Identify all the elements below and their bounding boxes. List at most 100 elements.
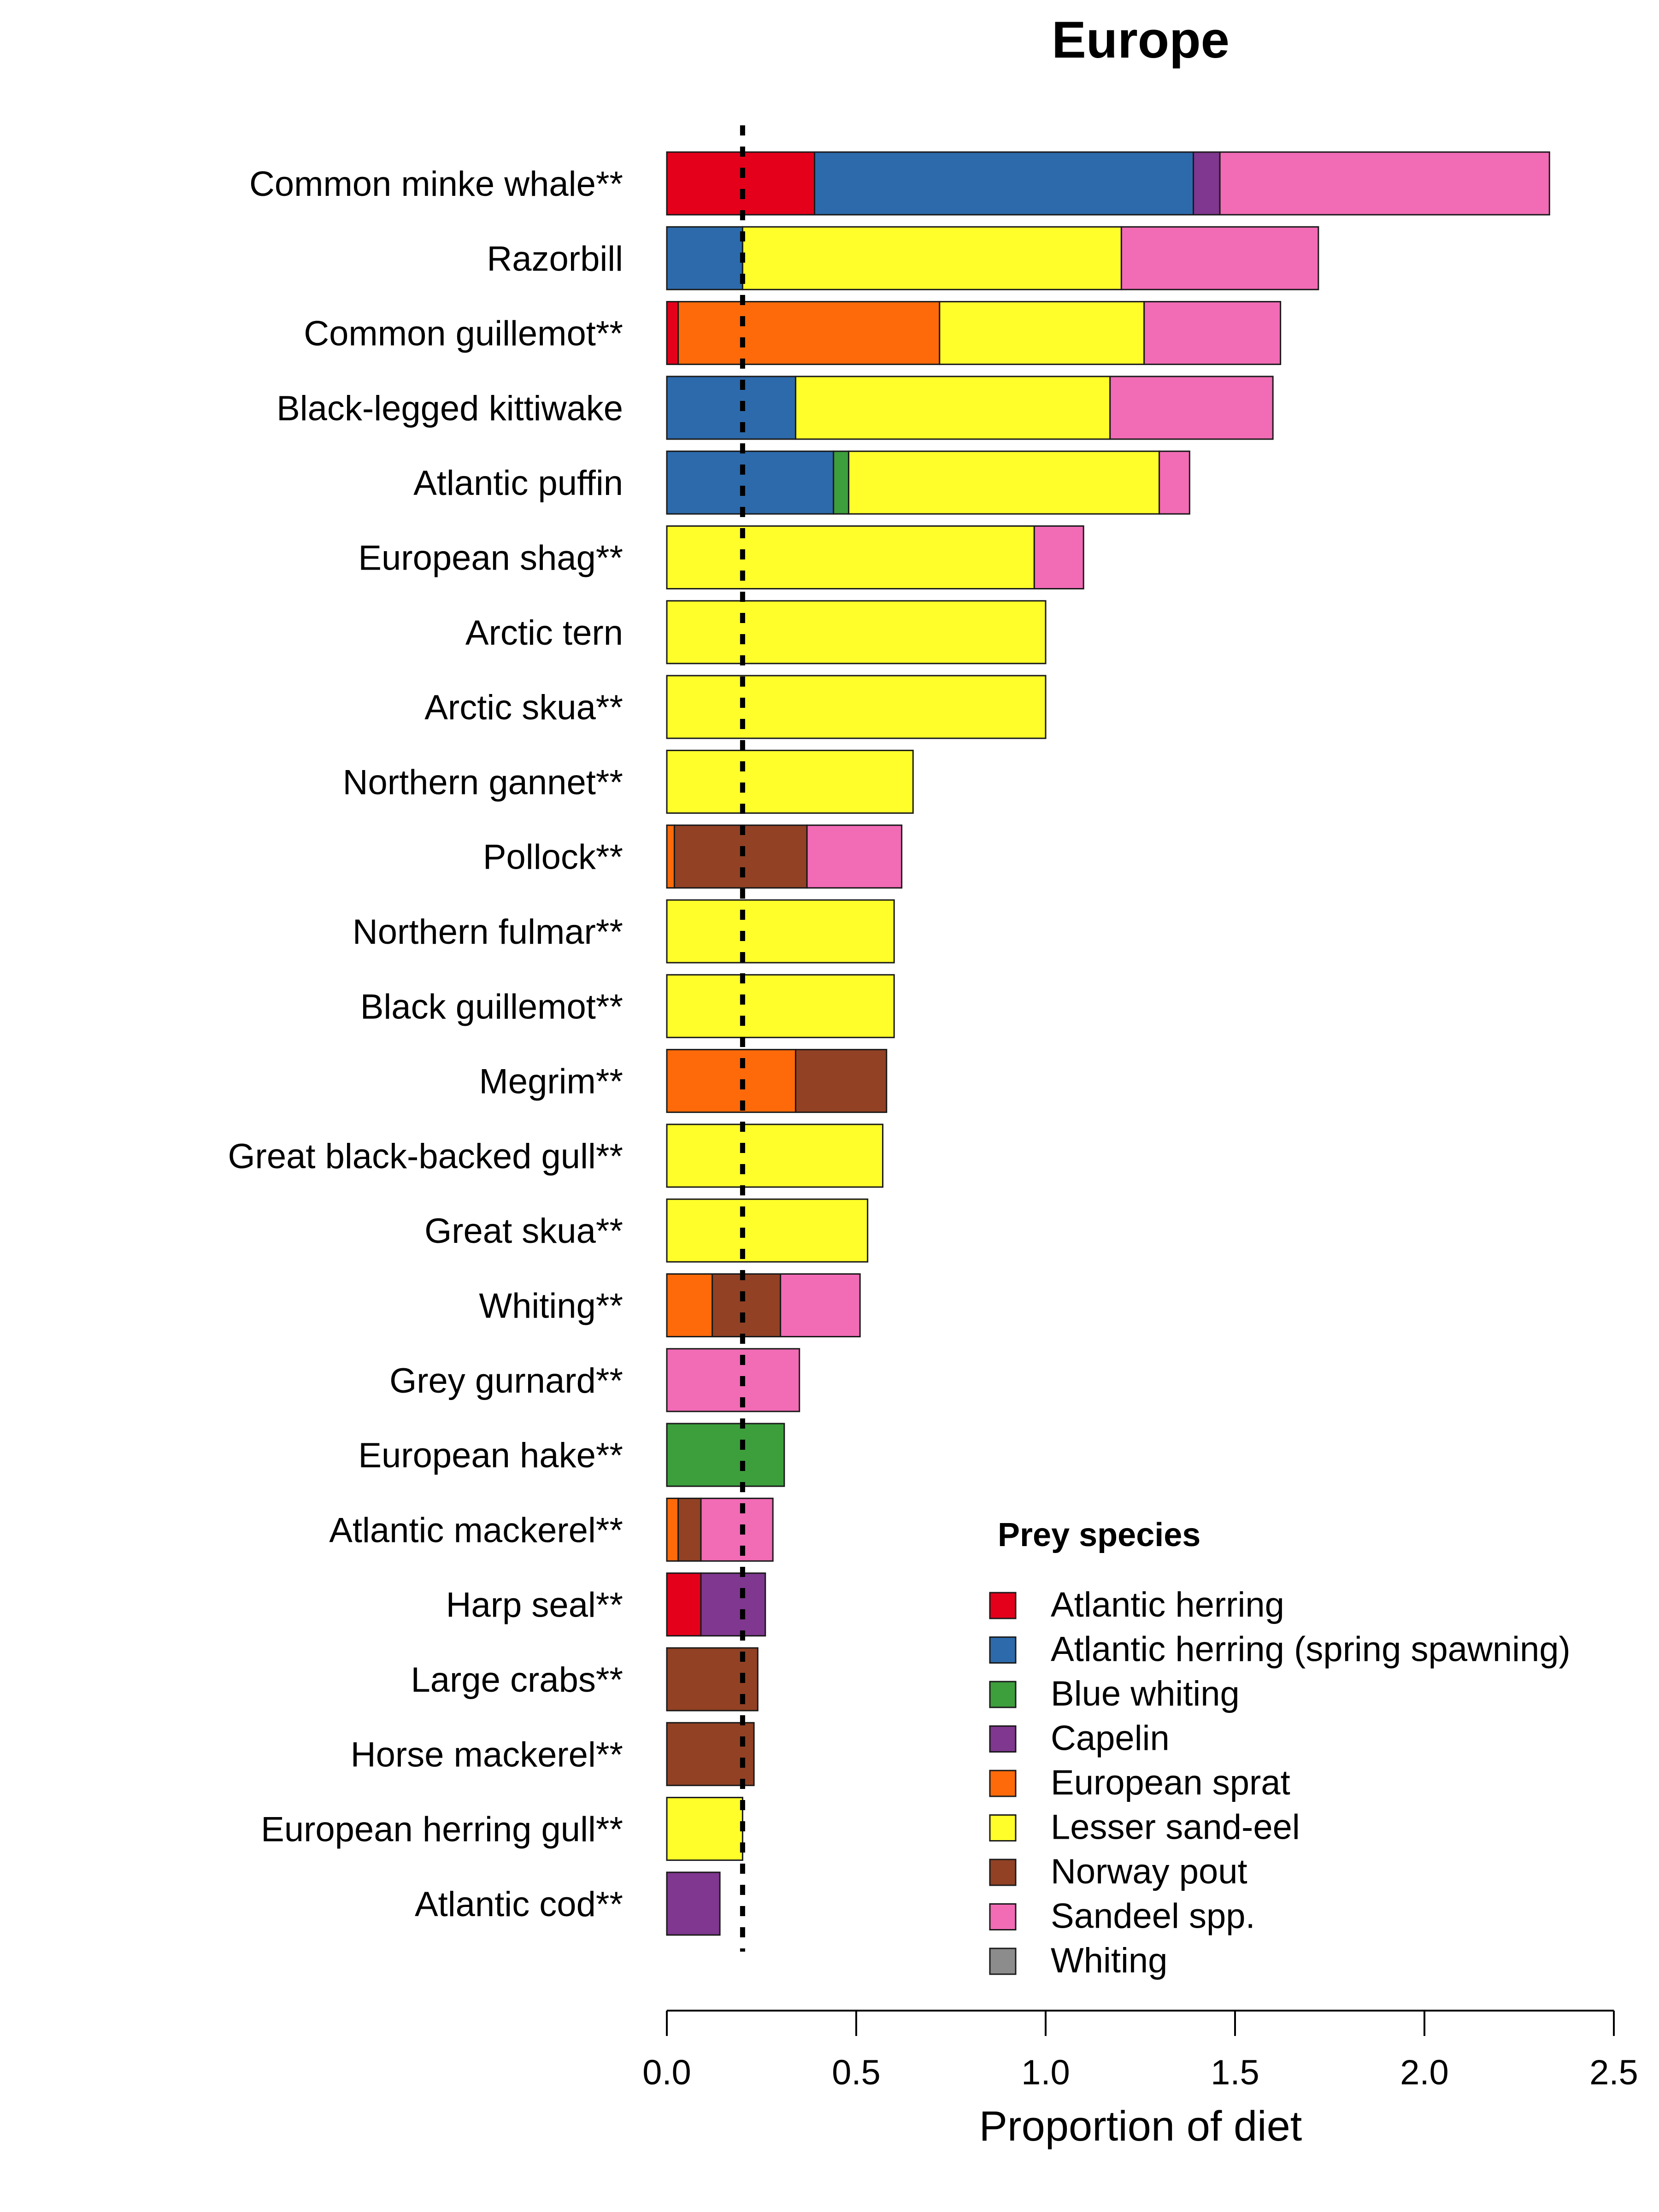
category-labels: Common minke whale** Razorbill Common guil… (228, 165, 623, 1924)
legend-swatch-3 (989, 1725, 1017, 1753)
bar-segment-12-4 (666, 1049, 796, 1113)
bar-segment-11-5 (666, 974, 895, 1038)
bar-segment-3-7 (1109, 376, 1274, 440)
bar-segment-2-4 (677, 301, 941, 365)
bar-segment-2-7 (1143, 301, 1282, 365)
legend-title: Prey species (998, 1517, 1200, 1553)
category-label-16: Grey gurnard** (389, 1361, 623, 1400)
chart-title: Europe (1052, 11, 1230, 69)
category-label-6: Arctic tern (465, 613, 623, 653)
legend-label-7: Sandeel spp. (1051, 1897, 1255, 1936)
category-label-20: Large crabs** (411, 1660, 624, 1700)
bar-segment-2-5 (939, 301, 1145, 365)
bar-segment-4-1 (666, 450, 835, 515)
legend-label-2: Blue whiting (1051, 1674, 1240, 1713)
category-label-19: Harp seal** (446, 1586, 623, 1625)
category-label-7: Arctic skua** (424, 688, 623, 727)
bar-segment-15-6 (712, 1273, 782, 1337)
bar-segment-18-6 (677, 1497, 702, 1562)
bar-segment-21-6 (666, 1722, 755, 1786)
bar-segment-0-1 (814, 151, 1194, 216)
bar-segment-12-6 (794, 1049, 888, 1113)
x-tick-label-2: 1.0 (1021, 2053, 1070, 2092)
bar-segment-17-2 (666, 1423, 785, 1487)
x-axis: 0.0 0.5 1.0 1.5 2.0 2.5 (642, 2010, 1638, 2092)
category-label-10: Northern fulmar** (353, 912, 623, 952)
legend: Prey species Atlantic herring Atlantic he… (989, 1517, 1571, 1980)
bar-segment-16-7 (666, 1348, 800, 1412)
legend-swatch-1 (989, 1636, 1017, 1664)
bar-segment-5-7 (1033, 525, 1084, 589)
bar-segment-14-5 (666, 1198, 869, 1263)
category-label-17: European hake** (358, 1436, 623, 1475)
category-label-0: Common minke whale** (249, 165, 623, 204)
bar-segment-23-3 (666, 1871, 721, 1936)
category-label-2: Common guillemot** (304, 314, 623, 353)
legend-swatch-6 (989, 1859, 1017, 1886)
legend-swatch-0 (989, 1592, 1017, 1619)
category-label-14: Great skua** (424, 1212, 623, 1251)
bar-segment-4-2 (833, 450, 850, 515)
legend-swatch-5 (989, 1814, 1017, 1841)
x-tick-label-4: 2.0 (1400, 2053, 1449, 2092)
bar-segment-15-4 (666, 1273, 713, 1337)
bar-segment-9-7 (806, 824, 903, 889)
bar-segment-13-5 (666, 1124, 884, 1188)
legend-label-6: Norway pout (1051, 1852, 1247, 1891)
x-tick-label-1: 0.5 (832, 2053, 881, 2092)
legend-label-5: Lesser sand-eel (1051, 1808, 1300, 1847)
bar-segment-15-7 (780, 1273, 861, 1337)
category-label-9: Pollock** (483, 838, 623, 877)
bar-segment-19-3 (700, 1572, 766, 1637)
category-label-21: Horse mackerel** (351, 1735, 623, 1774)
category-label-23: Atlantic cod** (415, 1885, 623, 1924)
bar-segment-3-5 (794, 376, 1111, 440)
category-label-5: European shag** (358, 539, 623, 578)
bar-segment-7-5 (666, 675, 1047, 739)
x-tick-label-3: 1.5 (1211, 2053, 1259, 2092)
legend-swatch-2 (989, 1681, 1017, 1708)
legend-swatch-7 (989, 1903, 1017, 1930)
bar-segment-1-1 (666, 226, 743, 290)
category-label-8: Northern gannet** (343, 763, 623, 802)
bar-segment-3-1 (666, 376, 796, 440)
bar-segment-1-5 (741, 226, 1122, 290)
legend-label-0: Atlantic herring (1051, 1585, 1284, 1624)
bar-segment-18-4 (666, 1497, 679, 1562)
bar-segment-22-5 (666, 1797, 743, 1861)
legend-swatch-4 (989, 1770, 1017, 1797)
category-label-13: Great black-backed gull** (228, 1137, 623, 1176)
legend-label-3: Capelin (1051, 1719, 1170, 1758)
category-label-18: Atlantic mackerel** (329, 1511, 623, 1550)
bar-segment-1-7 (1120, 226, 1319, 290)
category-label-1: Razorbill (487, 239, 623, 278)
bar-segment-0-7 (1219, 151, 1550, 216)
category-label-12: Megrim** (479, 1062, 624, 1101)
bar-segment-19-0 (666, 1572, 702, 1637)
bar-segment-18-7 (700, 1497, 774, 1562)
legend-label-8: Whiting (1051, 1941, 1167, 1980)
bar-segment-0-3 (1193, 151, 1221, 216)
legend-label-1: Atlantic herring (spring spawning) (1051, 1630, 1571, 1669)
bar-segment-0-0 (666, 151, 816, 216)
bar-segment-5-5 (666, 525, 1035, 589)
legend-swatch-8 (989, 1947, 1017, 1975)
bar-segment-4-7 (1159, 450, 1190, 515)
bar-segment-6-5 (666, 600, 1047, 665)
bar-segment-10-5 (666, 899, 895, 964)
bars-group (666, 151, 1550, 1936)
category-label-3: Black-legged kittiwake (276, 389, 623, 428)
bar-segment-9-6 (673, 824, 808, 889)
legend-label-4: European sprat (1051, 1763, 1290, 1802)
category-label-11: Black guillemot** (360, 987, 623, 1026)
category-label-15: Whiting** (479, 1287, 623, 1326)
x-axis-label: Proportion of diet (979, 2103, 1302, 2150)
bar-segment-9-4 (666, 824, 675, 889)
bar-segment-2-0 (666, 301, 679, 365)
category-label-4: Atlantic puffin (413, 464, 623, 503)
category-label-22: European herring gull** (261, 1810, 623, 1849)
x-tick-label-0: 0.0 (642, 2053, 691, 2092)
bar-segment-4-5 (848, 450, 1160, 515)
x-tick-label-5: 2.5 (1589, 2053, 1638, 2092)
